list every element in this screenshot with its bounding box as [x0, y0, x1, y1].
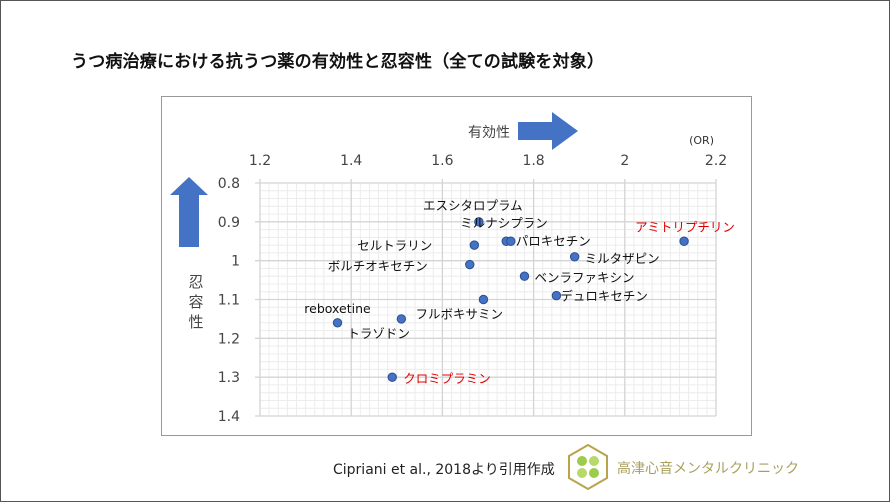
- data-point: [396, 314, 407, 324]
- data-label: トラゾドン: [347, 326, 410, 341]
- data-point: [506, 236, 516, 246]
- source-citation: Cipriani et al., 2018より引用作成: [333, 462, 555, 478]
- x-tick-label: 1.2: [249, 153, 271, 169]
- y-tick-label: 1.2: [218, 331, 240, 347]
- x-tick-label: 1.4: [340, 153, 362, 169]
- data-label: ミルナシプラン: [460, 215, 548, 230]
- y-tick-label: 1.3: [218, 370, 240, 386]
- data-point: [474, 217, 484, 227]
- data-point: [679, 236, 689, 246]
- data-label: ベンラファキシン: [534, 270, 634, 285]
- y-tick-label: 1.1: [218, 293, 240, 309]
- data-point: [478, 294, 489, 305]
- slide-title: うつ病治療における抗うつ薬の有効性と忍容性（全ての試験を対象）: [71, 52, 605, 72]
- x-tick-label: 1.8: [522, 153, 544, 169]
- y-axis-title-char: 容: [188, 293, 203, 311]
- data-label: アミトリプチリン: [635, 219, 735, 234]
- up-arrow-icon: [170, 177, 208, 247]
- data-label: ボルチオキセチン: [328, 259, 428, 274]
- data-point: [569, 252, 580, 262]
- x-tick-label: 1.6: [431, 153, 453, 169]
- data-point: [387, 372, 397, 382]
- y-tick-label: 1: [231, 254, 240, 270]
- right-arrow-icon: [518, 112, 578, 150]
- clinic-logo-icon: [568, 443, 608, 491]
- y-tick-label: 1.4: [218, 409, 240, 425]
- data-label: パロキセチン: [516, 233, 591, 248]
- clinic-name: 高津心音メンタルクリニック: [617, 461, 799, 477]
- y-tick-label: 0.9: [218, 215, 240, 231]
- y-axis-title-char: 忍: [188, 273, 203, 291]
- data-point: [519, 271, 530, 281]
- data-label: reboxetine: [304, 301, 371, 316]
- y-axis-title-char: 性: [188, 313, 203, 331]
- x-axis-unit: (OR): [689, 134, 714, 147]
- data-point: [332, 318, 343, 328]
- data-point: [551, 290, 562, 301]
- data-label: エスシタロプラム: [423, 198, 523, 213]
- data-label: ミルタザピン: [585, 251, 660, 266]
- y-tick-label: 0.8: [218, 176, 240, 192]
- data-label: デュロキセチン: [560, 289, 648, 304]
- data-label: クロミプラミン: [403, 371, 491, 386]
- x-axis-title: 有効性: [468, 125, 510, 141]
- data-point: [465, 259, 475, 270]
- x-tick-label: 2.2: [705, 153, 727, 169]
- data-label: セルトラリン: [357, 238, 432, 253]
- data-label: フルボキサミン: [415, 307, 503, 322]
- x-tick-label: 2: [620, 153, 629, 169]
- scatter-chart: 1.2 1.4 1.6 1.8 2 2.2 0.8 0.9 1 1.1 1.2 1.3 1.4 有効性 (O…: [170, 112, 735, 425]
- chart-frame: 1.2 1.4 1.6 1.8 2 2.2 0.8 0.9 1 1.1 1.2 1.3 1.4 有効性 (O…: [161, 96, 752, 436]
- data-point: [469, 240, 480, 250]
